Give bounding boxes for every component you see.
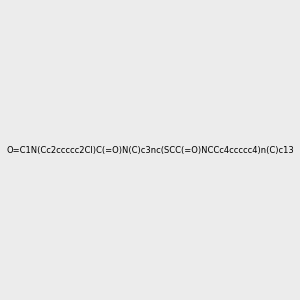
Text: O=C1N(Cc2ccccc2Cl)C(=O)N(C)c3nc(SCC(=O)NCCc4ccccc4)n(C)c13: O=C1N(Cc2ccccc2Cl)C(=O)N(C)c3nc(SCC(=O)N… (6, 146, 294, 154)
